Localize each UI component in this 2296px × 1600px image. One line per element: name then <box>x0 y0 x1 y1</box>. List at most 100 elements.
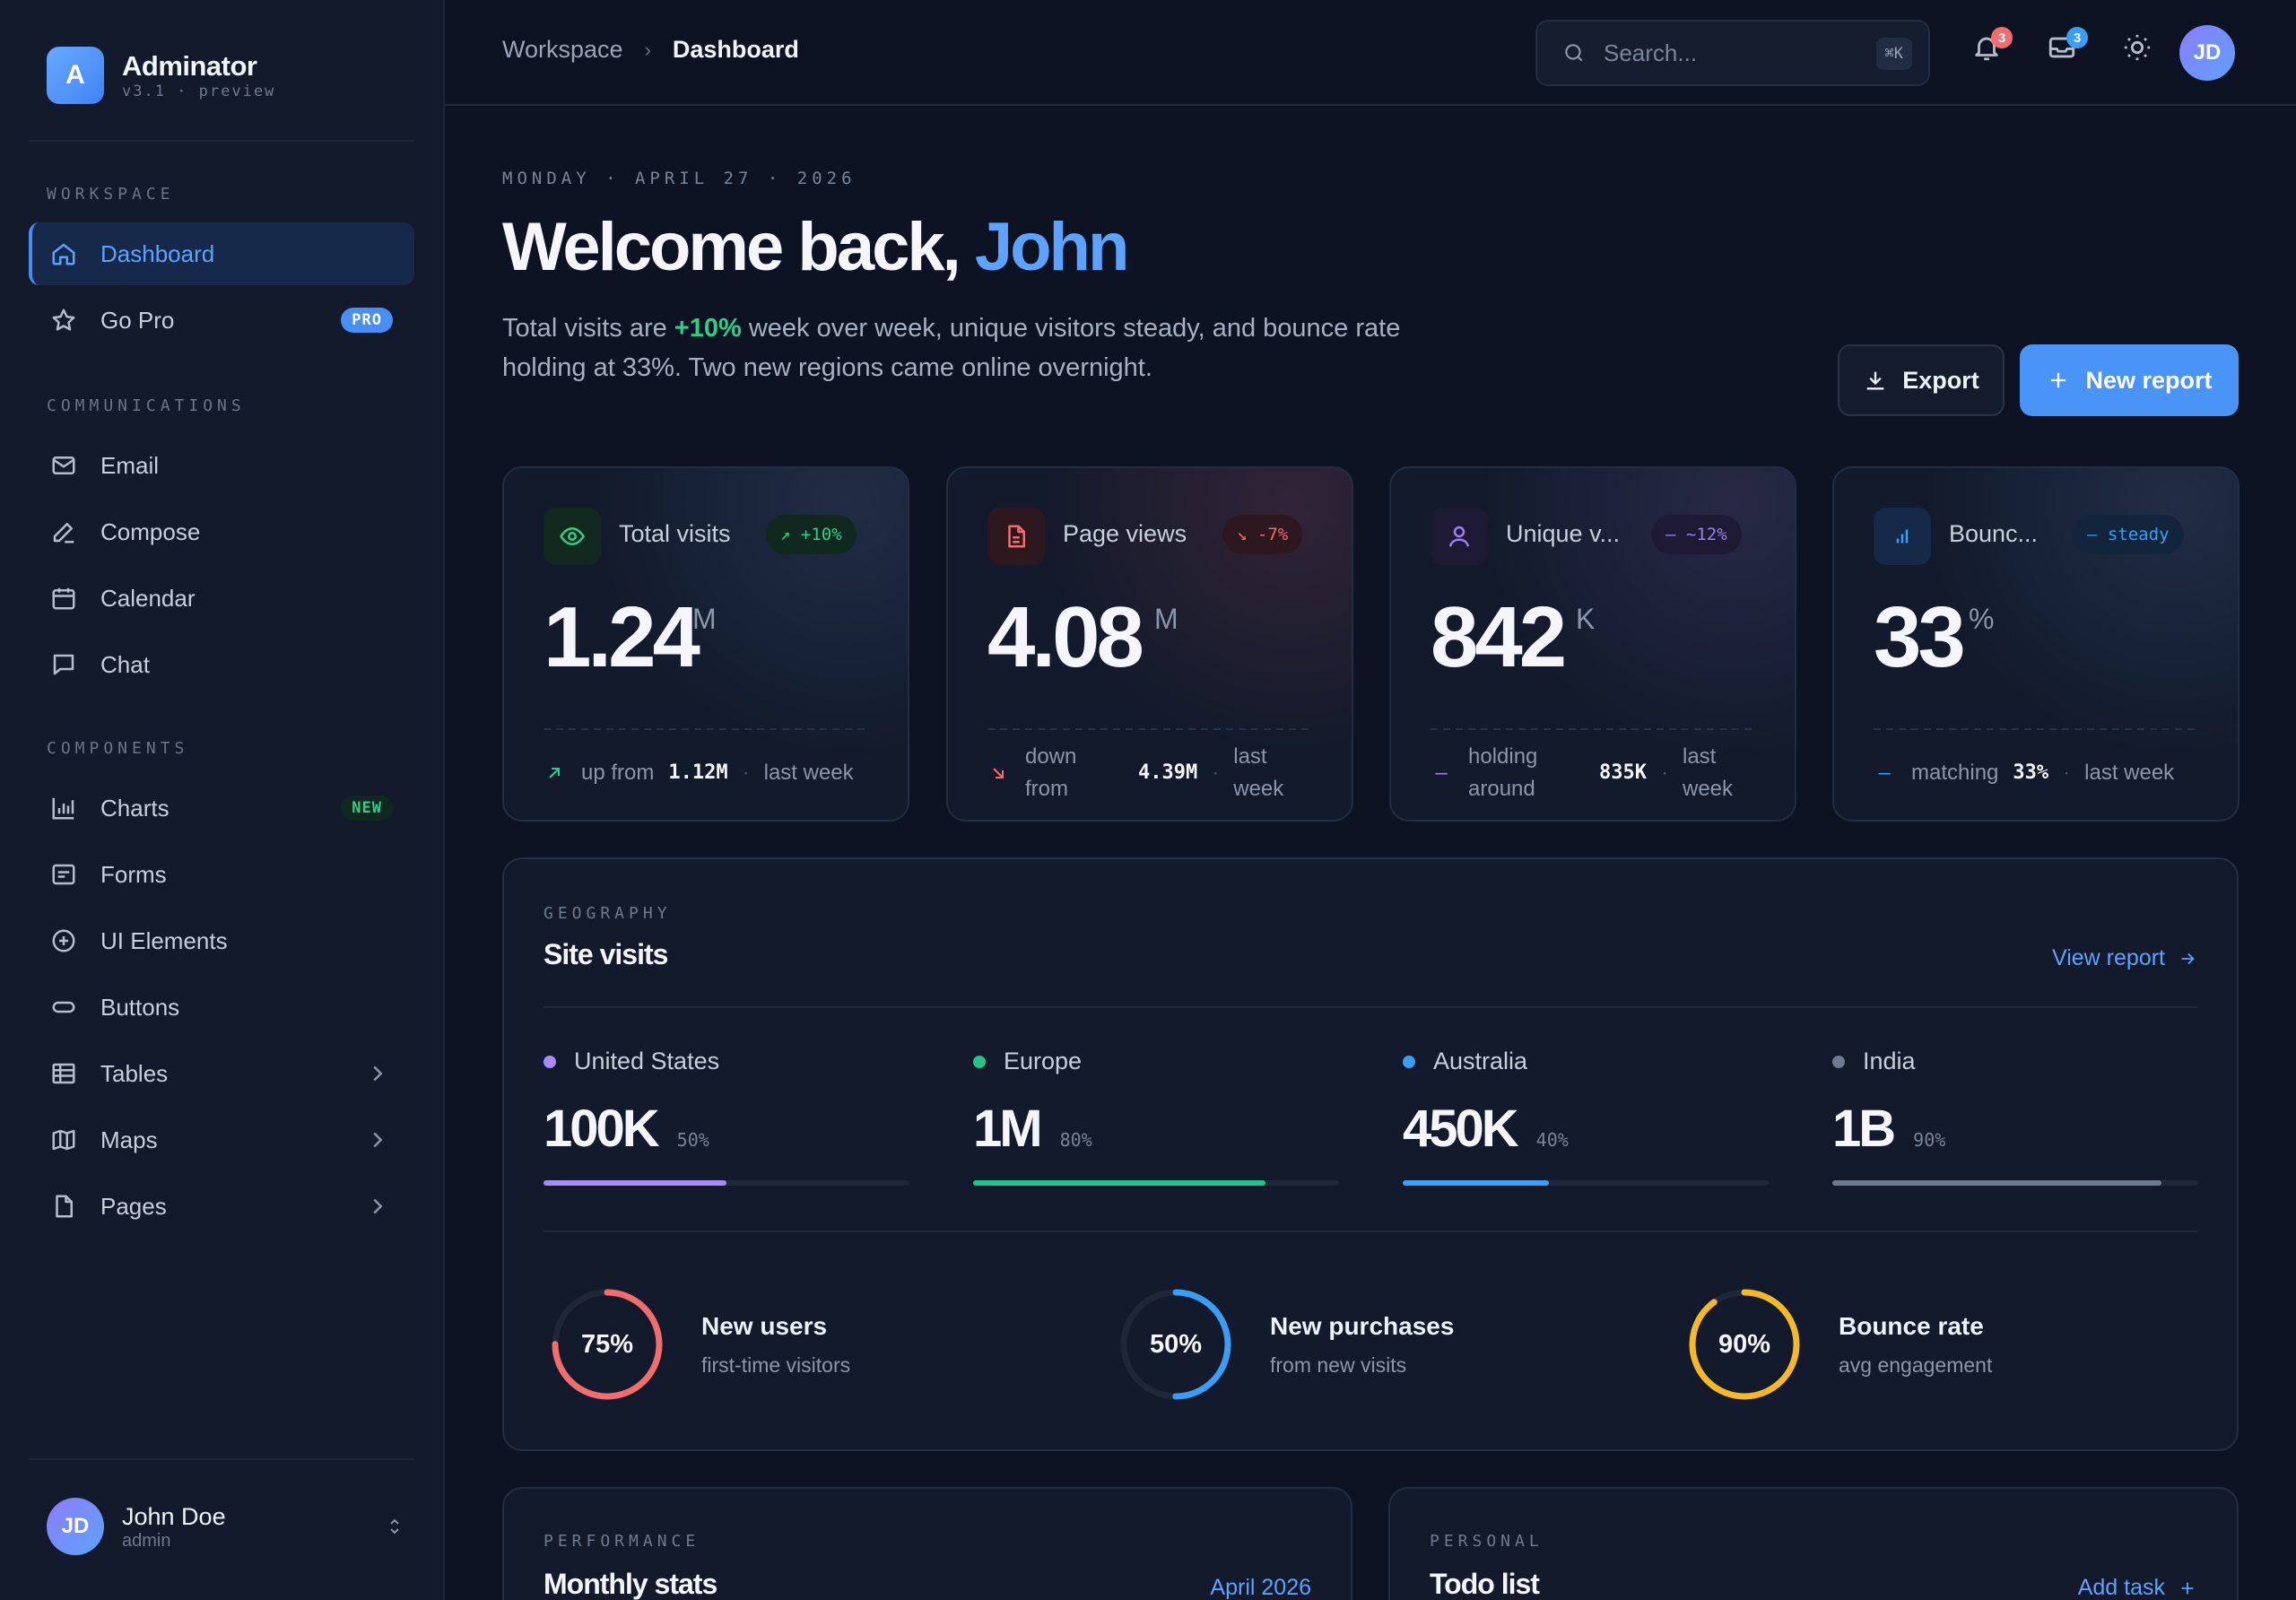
stat-card-bounce-rate[interactable]: Bounc... – steady 33 % – matching 33% · … <box>1832 466 2239 822</box>
sidebar-item-charts[interactable]: Charts NEW <box>29 777 414 839</box>
sidebar-item-buttons[interactable]: Buttons <box>29 976 414 1039</box>
region-percent: 80% <box>1059 1129 1092 1151</box>
table-icon <box>52 1063 75 1084</box>
region-value: 450K <box>1403 1100 1519 1158</box>
sidebar-item-go-pro[interactable]: Go Pro PRO <box>29 289 414 352</box>
ring-subtitle: avg engagement <box>1839 1352 1993 1377</box>
summary-after: week over week, unique visitors steady, … <box>502 314 1401 382</box>
ring-subtitle: first-time visitors <box>701 1352 851 1377</box>
panel-kicker: PERSONAL <box>1430 1532 1544 1551</box>
breadcrumb-dashboard: Dashboard <box>672 36 799 63</box>
ring-arc <box>1689 1289 1800 1400</box>
view-report-label: View report <box>2052 945 2165 970</box>
stat-value: 4.08 <box>987 589 1144 685</box>
sidebar-item-ui-elements[interactable]: UI Elements <box>29 909 414 972</box>
region-percent: 40% <box>1535 1129 1569 1151</box>
panel-kicker: PERFORMANCE <box>544 1532 700 1551</box>
panel-title: Todo list <box>1430 1568 1540 1600</box>
monthly-stats-panel: PERFORMANCE Monthly stats April 2026 <box>502 1487 1352 1600</box>
sidebar-item-compose[interactable]: Compose <box>29 500 414 563</box>
sidebar-item-dashboard[interactable]: Dashboard <box>29 222 414 285</box>
sidebar-item-label: Pages <box>100 1192 167 1220</box>
region-value: 1M <box>973 1100 1043 1158</box>
stat-card-total-visits[interactable]: Total visits ↗ +10% 1.24 M up from 1.12M… <box>502 466 909 822</box>
dash-icon: – <box>1435 761 1448 785</box>
ring-value: 75% <box>580 1329 634 1359</box>
stat-card-page-views[interactable]: Page views ↘ -7% 4.08 M down from 4.39M … <box>946 466 1353 822</box>
todo-panel: PERSONAL Todo list Add task <box>1388 1487 2239 1600</box>
stat-icon-box <box>1874 508 1931 565</box>
sidebar-item-forms[interactable]: Forms <box>29 843 414 906</box>
stat-divider <box>544 728 868 730</box>
theme-toggle[interactable] <box>2122 32 2158 68</box>
user-menu[interactable]: JD John Doe admin <box>47 1498 405 1555</box>
chat-icon <box>53 654 74 675</box>
ring-new-purchases: 50% New purchases from new visits <box>1118 1286 1454 1403</box>
sidebar-item-email[interactable]: Email <box>29 434 414 497</box>
sidebar-divider <box>29 1458 414 1460</box>
document-icon <box>1008 525 1025 548</box>
messages-button[interactable]: 3 <box>2047 27 2088 68</box>
dash-icon: – <box>1665 525 1686 544</box>
welcome-name: John <box>974 209 1130 285</box>
stat-value: 1.24 <box>544 589 700 685</box>
sidebar-item-pages[interactable]: Pages <box>29 1175 414 1238</box>
stat-delta-value: +10% <box>800 525 842 544</box>
arrow-down-right-icon: ↘ <box>1237 525 1257 544</box>
brand-version: v3.1 · preview <box>122 83 276 100</box>
region-dot <box>1832 1055 1845 1068</box>
export-button[interactable]: Export <box>1838 344 2005 416</box>
breadcrumb-workspace[interactable]: Workspace <box>502 36 623 63</box>
ring-title: New users <box>701 1311 828 1340</box>
sidebar-divider <box>29 140 414 142</box>
separator-dot: · <box>1212 761 1220 785</box>
notifications-button[interactable]: 3 <box>1971 27 2013 68</box>
plus-circle-icon <box>52 929 75 952</box>
home-icon <box>52 243 75 265</box>
ring-title: Bounce rate <box>1839 1311 1984 1340</box>
new-report-button[interactable]: New report <box>2020 344 2239 416</box>
sidebar-item-chat[interactable]: Chat <box>29 633 414 696</box>
month-selector[interactable]: April 2026 <box>1210 1575 1311 1600</box>
search-input[interactable]: Search... ⌘K <box>1535 20 1930 86</box>
breadcrumb: Workspace › Dashboard <box>502 36 799 64</box>
region-progress-fill <box>1403 1180 1550 1186</box>
view-report-link[interactable]: View report <box>2052 945 2197 971</box>
stat-foot-value: 1.12M <box>668 761 728 784</box>
search-shortcut: ⌘K <box>1875 38 1912 70</box>
sidebar-item-label: Calendar <box>100 584 196 612</box>
avatar[interactable]: JD <box>2179 25 2235 81</box>
sidebar-item-calendar[interactable]: Calendar <box>29 567 414 630</box>
sidebar-item-label: Maps <box>100 1126 158 1153</box>
region-name: United States <box>574 1048 720 1074</box>
avatar: JD <box>47 1498 104 1555</box>
sun-icon <box>2124 34 2151 61</box>
brand-name: Adminator <box>122 50 257 82</box>
stat-label: Bounc... <box>1949 520 2039 547</box>
ring-arc <box>552 1289 663 1400</box>
new-report-label: New report <box>2085 366 2213 394</box>
sidebar-item-label: UI Elements <box>100 926 228 954</box>
region-india: India 1B 90% <box>1832 1048 2198 1186</box>
stat-footer: – matching 33% · last week <box>1874 737 2211 809</box>
stat-delta-value: -7% <box>1257 525 1289 544</box>
pill-icon <box>52 1001 75 1013</box>
region-dot <box>1403 1055 1415 1068</box>
region-dot <box>973 1055 986 1068</box>
stat-unit: M <box>1154 603 1178 635</box>
sidebar-item-maps[interactable]: Maps <box>29 1109 414 1171</box>
region-europe: Europe 1M 80% <box>973 1048 1339 1186</box>
progress-ring: 90% <box>1686 1286 1803 1403</box>
user-role: admin <box>122 1531 171 1551</box>
stat-foot-pre: matching <box>1911 761 1999 785</box>
new-badge: NEW <box>341 796 393 821</box>
export-label: Export <box>1902 366 1979 394</box>
sidebar-item-tables[interactable]: Tables <box>29 1042 414 1105</box>
bar-chart-icon <box>1896 529 1909 543</box>
progress-ring: 75% <box>549 1286 665 1403</box>
section-title-communications: COMMUNICATIONS <box>47 396 246 415</box>
add-task-button[interactable]: Add task <box>2078 1575 2197 1600</box>
stat-card-unique-visitors[interactable]: Unique v... – ~12% 842 K – holding aroun… <box>1389 466 1796 822</box>
region-progress-fill <box>544 1180 726 1186</box>
brand[interactable]: A Adminator v3.1 · preview <box>47 47 275 104</box>
